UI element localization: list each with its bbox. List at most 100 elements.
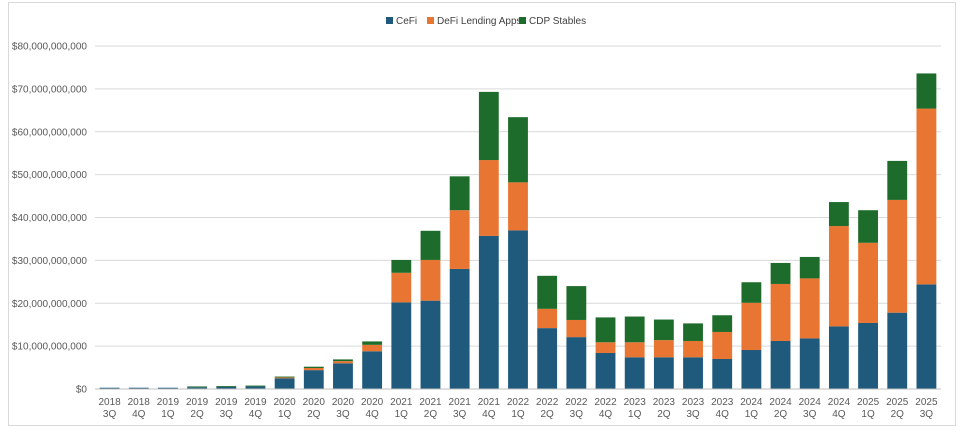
x-tick-label-quarter: 3Q [220,409,234,420]
y-tick-label: $10,000,000,000 [12,342,88,353]
x-tick-label-year: 2022 [565,397,588,408]
bars [99,73,937,389]
legend-swatch [386,17,393,24]
bar-cefi [187,387,208,389]
bar-cefi [128,387,149,389]
bar-cdp-stables [333,359,353,362]
x-tick-label-year: 2023 [653,397,676,408]
bar-cefi [478,235,499,389]
bar-cdp-stables [420,230,441,260]
y-tick-label: $80,000,000,000 [12,42,88,53]
bar-cdp-stables [303,366,324,368]
x-tick-label-quarter: 4Q [132,409,146,420]
x-tick-label-year: 2021 [449,397,472,408]
x-axis-tick-labels: 20183Q20184Q20191Q20192Q20193Q20194Q2020… [98,397,938,420]
x-tick-label-year: 2020 [332,397,355,408]
bar-cefi [391,302,412,389]
bar-cefi [683,357,703,389]
x-tick-label-year: 2020 [273,397,296,408]
bar-defi-lending-apps [624,342,645,358]
x-tick-label-year: 2022 [594,397,617,408]
x-tick-label-quarter: 2Q [307,409,321,420]
x-tick-label-quarter: 2Q [190,409,204,420]
x-tick-label-quarter: 2Q [774,409,788,420]
x-tick-label-year: 2018 [98,397,121,408]
x-tick-label-quarter: 4Q [599,409,613,420]
bar-defi-lending-apps [362,344,383,352]
bar-cefi [158,387,178,389]
y-tick-label: $70,000,000,000 [12,84,88,95]
bar-cdp-stables [799,256,820,279]
y-tick-label: $20,000,000,000 [12,299,88,310]
bar-defi-lending-apps [741,302,762,350]
bar-cdp-stables [449,176,470,211]
x-tick-label-year: 2020 [361,397,384,408]
x-tick-label-quarter: 3Q [803,409,817,420]
bar-cefi [828,326,849,389]
bar-defi-lending-apps [595,342,616,353]
x-tick-label-quarter: 2Q [541,409,555,420]
x-tick-label-year: 2024 [799,397,822,408]
bar-cdp-stables [683,323,703,341]
y-tick-label: $50,000,000,000 [12,170,88,181]
bar-cdp-stables [624,316,645,343]
bar-cdp-stables [595,317,616,343]
x-tick-label-year: 2023 [624,397,647,408]
bar-cdp-stables [887,160,908,200]
y-tick-label: $40,000,000,000 [12,213,88,224]
x-tick-label-quarter: 1Q [161,409,175,420]
bar-defi-lending-apps [478,160,499,236]
x-tick-label-quarter: 4Q [249,409,263,420]
bar-defi-lending-apps [916,108,937,285]
bar-cdp-stables [537,275,558,309]
x-tick-label-quarter: 2Q [657,409,671,420]
x-tick-label-quarter: 1Q [861,409,875,420]
x-tick-label-year: 2019 [186,397,209,408]
bar-defi-lending-apps [566,319,587,338]
bar-defi-lending-apps [770,283,791,341]
bar-cefi [916,284,937,389]
bar-defi-lending-apps [712,331,733,359]
stacked-bar-chart: $0 $10,000,000,000 $20,000,000,000 $30,000,… [12,16,941,420]
legend-label: CeFi [396,16,417,27]
x-tick-label-year: 2023 [711,397,734,408]
y-tick-label: $30,000,000,000 [12,256,88,267]
bar-defi-lending-apps [274,377,295,379]
legend-label: DeFi Lending Apps [437,16,522,27]
bar-cefi [420,300,441,389]
bar-cdp-stables [216,385,237,387]
x-tick-label-quarter: 3Q [686,409,700,420]
x-tick-label-quarter: 4Q [716,409,730,420]
bar-defi-lending-apps [828,226,849,327]
bar-cefi [624,357,645,389]
x-tick-label-quarter: 1Q [745,409,759,420]
x-tick-label-quarter: 3Q [570,409,584,420]
chart-area: $0 $10,000,000,000 $20,000,000,000 $30,000,… [8,2,956,426]
bar-cefi [770,340,791,389]
x-tick-label-year: 2021 [478,397,501,408]
bar-cdp-stables [508,117,528,183]
bar-cefi [449,268,470,389]
bar-defi-lending-apps [391,272,412,303]
bar-defi-lending-apps [333,361,353,364]
bar-defi-lending-apps [858,242,878,323]
x-tick-label-quarter: 2Q [891,409,905,420]
x-tick-label-quarter: 4Q [365,409,379,420]
bar-cdp-stables [741,282,762,303]
legend-swatch [519,17,526,24]
x-tick-label-year: 2019 [157,397,180,408]
x-tick-label-year: 2019 [215,397,238,408]
x-tick-label-quarter: 4Q [832,409,846,420]
bar-cdp-stables [566,286,587,320]
bar-cdp-stables [187,386,208,388]
x-tick-label-year: 2025 [915,397,938,408]
bar-cefi [99,387,120,389]
x-tick-label-year: 2025 [857,397,880,408]
bar-cdp-stables [653,319,674,341]
bar-cdp-stables [916,73,937,109]
bar-cdp-stables [828,202,849,227]
legend: CeFi DeFi Lending Apps CDP Stables [386,16,586,27]
legend-label: CDP Stables [529,16,586,27]
bar-cefi [333,363,353,389]
bar-cefi [245,386,266,389]
